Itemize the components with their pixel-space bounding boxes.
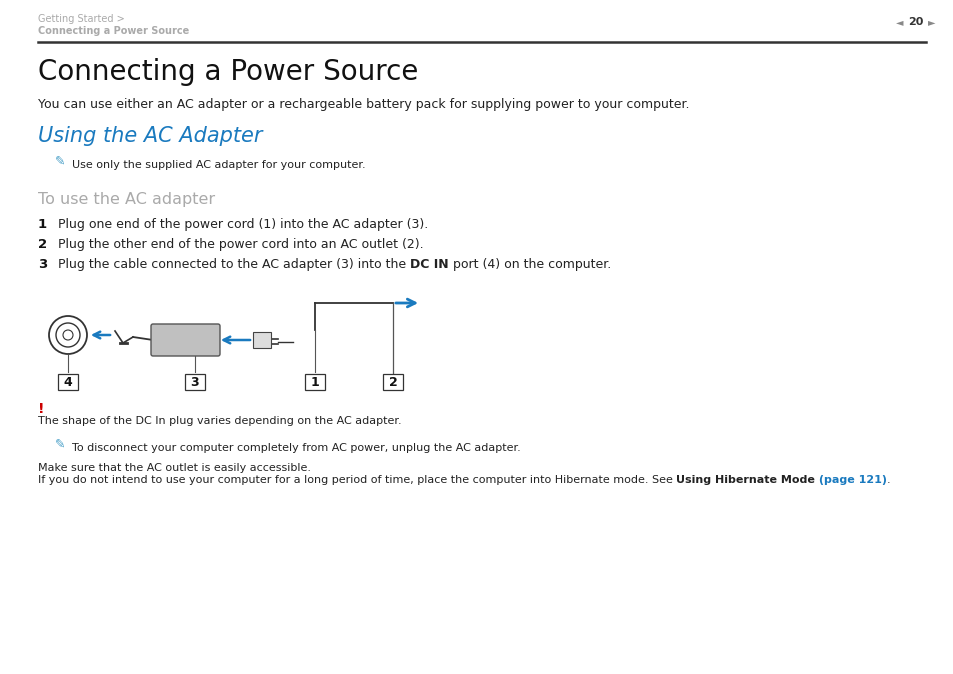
Text: !: !: [38, 402, 45, 416]
Text: Use only the supplied AC adapter for your computer.: Use only the supplied AC adapter for you…: [71, 160, 365, 170]
FancyBboxPatch shape: [305, 374, 325, 390]
Text: 2: 2: [38, 238, 47, 251]
Text: port (4) on the computer.: port (4) on the computer.: [448, 258, 610, 271]
FancyBboxPatch shape: [253, 332, 271, 348]
FancyBboxPatch shape: [151, 324, 220, 356]
Text: Getting Started >: Getting Started >: [38, 14, 125, 24]
Text: Using the AC Adapter: Using the AC Adapter: [38, 126, 262, 146]
Text: If you do not intend to use your computer for a long period of time, place the c: If you do not intend to use your compute…: [38, 475, 676, 485]
Text: Using Hibernate Mode: Using Hibernate Mode: [676, 475, 815, 485]
Text: 4: 4: [64, 375, 72, 388]
Text: 20: 20: [907, 17, 923, 27]
Text: The shape of the DC In plug varies depending on the AC adapter.: The shape of the DC In plug varies depen…: [38, 416, 401, 426]
Text: Connecting a Power Source: Connecting a Power Source: [38, 26, 189, 36]
Text: You can use either an AC adapter or a rechargeable battery pack for supplying po: You can use either an AC adapter or a re…: [38, 98, 689, 111]
Text: (page 121): (page 121): [815, 475, 886, 485]
FancyBboxPatch shape: [382, 374, 402, 390]
Text: Plug the cable connected to the AC adapter (3) into the: Plug the cable connected to the AC adapt…: [58, 258, 410, 271]
Text: 3: 3: [38, 258, 48, 271]
Text: 1: 1: [311, 375, 319, 388]
Text: 3: 3: [191, 375, 199, 388]
Text: ►: ►: [927, 17, 935, 27]
Text: Plug the other end of the power cord into an AC outlet (2).: Plug the other end of the power cord int…: [58, 238, 423, 251]
Text: 2: 2: [388, 375, 397, 388]
Text: 1: 1: [38, 218, 47, 231]
Text: DC IN: DC IN: [410, 258, 448, 271]
FancyBboxPatch shape: [185, 374, 205, 390]
Text: To use the AC adapter: To use the AC adapter: [38, 192, 214, 207]
Text: ✎: ✎: [55, 438, 66, 451]
Text: ◄: ◄: [895, 17, 902, 27]
Text: To disconnect your computer completely from AC power, unplug the AC adapter.: To disconnect your computer completely f…: [71, 443, 520, 453]
Text: Connecting a Power Source: Connecting a Power Source: [38, 58, 418, 86]
Text: .: .: [886, 475, 890, 485]
FancyBboxPatch shape: [58, 374, 78, 390]
Text: Make sure that the AC outlet is easily accessible.: Make sure that the AC outlet is easily a…: [38, 463, 311, 473]
Text: ✎: ✎: [55, 155, 66, 168]
Text: Plug one end of the power cord (1) into the AC adapter (3).: Plug one end of the power cord (1) into …: [58, 218, 428, 231]
